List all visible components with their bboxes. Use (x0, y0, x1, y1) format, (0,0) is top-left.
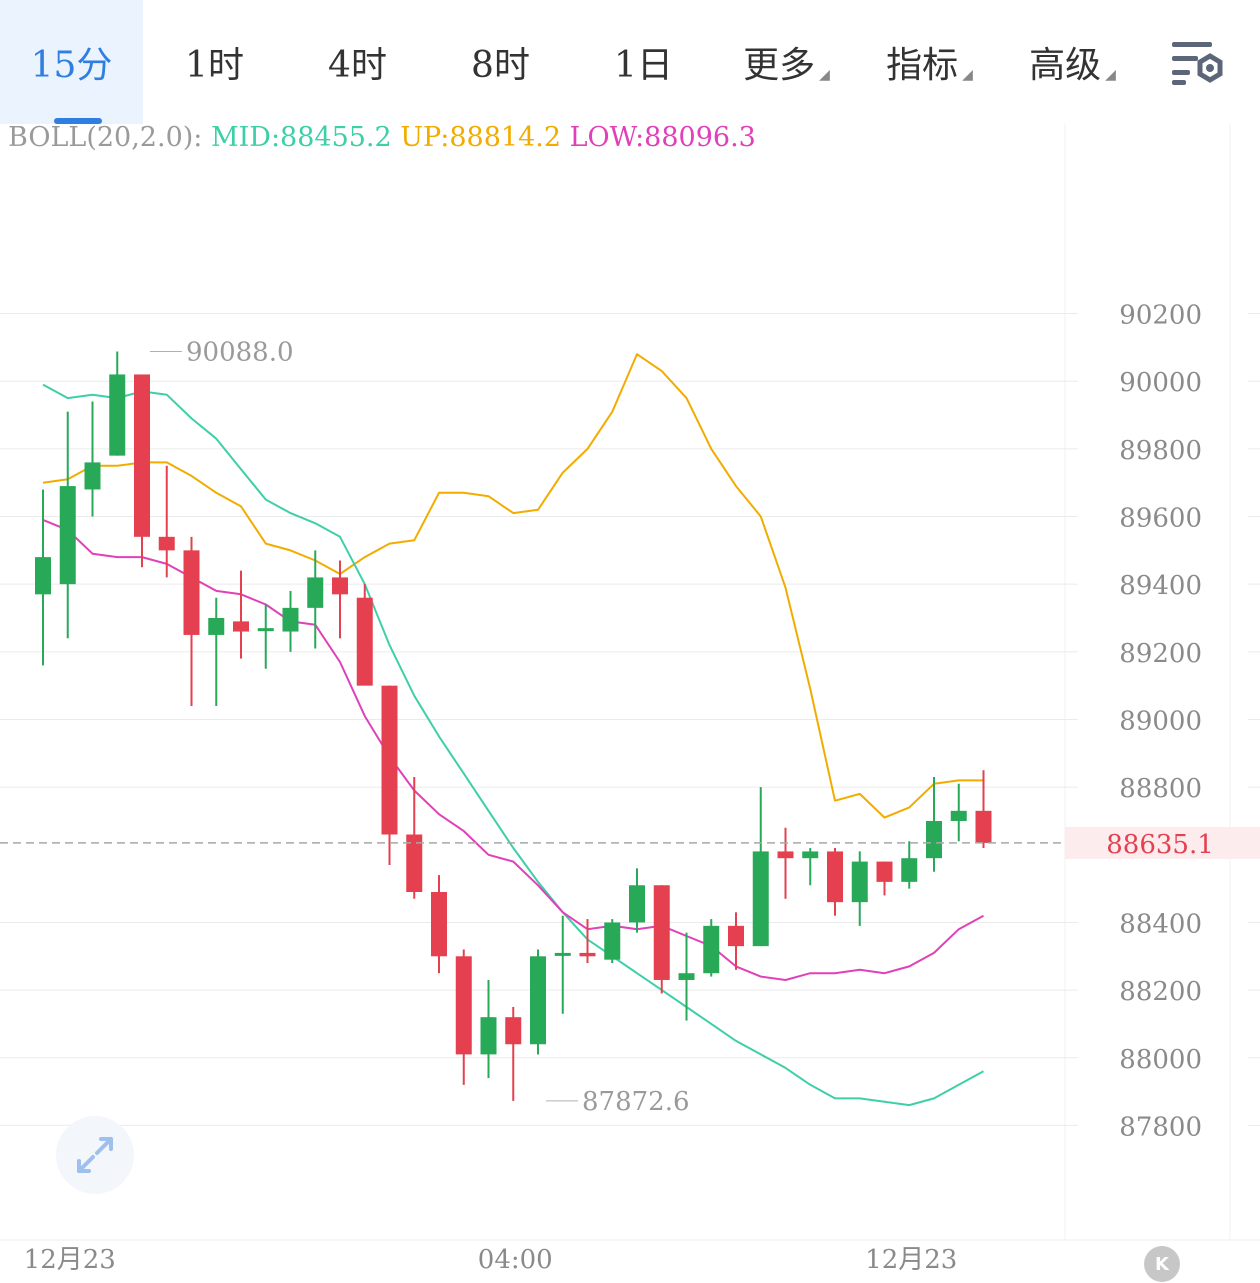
tab-4[interactable]: 8时 (429, 0, 572, 124)
expand-chart-button[interactable] (56, 1116, 134, 1194)
candle-body-bull (950, 810, 967, 821)
y-tick-label: 87800 (1119, 1112, 1202, 1142)
y-tick-label: 88200 (1119, 977, 1202, 1007)
candle-body-bear (876, 861, 893, 882)
candle-body-bear (356, 597, 373, 686)
tab-label: 8时 (471, 45, 530, 86)
candle-body-bull (35, 557, 51, 595)
tab-3[interactable]: 4时 (286, 0, 429, 124)
y-tick-label: 90200 (1119, 301, 1202, 331)
candle-body-bear (728, 925, 744, 947)
candle-body-bear (777, 851, 794, 859)
current-price-label: 88635.1 (1106, 830, 1214, 860)
min-price-label: 87872.6 (582, 1087, 690, 1117)
candle-body-bull (851, 861, 868, 903)
settings-sliders-icon (1172, 42, 1223, 85)
k-icon[interactable]: K (1144, 1246, 1180, 1282)
tab-label: 指标 (886, 45, 959, 86)
candle-body-bear (233, 621, 249, 632)
tab-1[interactable]: 15分 (0, 0, 143, 124)
tab-6[interactable]: 更多 ◢ (715, 0, 858, 124)
candle-body-bull (604, 922, 621, 960)
tab-label: 高级 (1029, 45, 1102, 86)
y-tick-label: 89000 (1119, 706, 1202, 736)
boll-mid-line (42, 383, 984, 1107)
tab-2[interactable]: 1时 (143, 0, 286, 124)
tab-label: 1时 (185, 45, 244, 86)
candle-body-bull (307, 577, 324, 608)
y-tick-label: 90000 (1119, 368, 1202, 398)
candle-body-bull (554, 952, 571, 956)
candle-body-bear (134, 374, 150, 537)
boll-indicator-legend: BOLL(20,2.0): MID:88455.2 UP:88814.2 LOW… (8, 122, 756, 153)
y-tick-label: 89200 (1119, 639, 1202, 669)
tab-5[interactable]: 1日 (572, 0, 715, 124)
candle-body-bear (975, 810, 992, 843)
candle-body-bull (926, 820, 942, 859)
candle-body-bull (752, 851, 769, 947)
candle-body-bull (59, 486, 76, 585)
tab-label: 1日 (614, 45, 673, 86)
dropdown-triangle-icon: ◢ (819, 67, 830, 83)
candle-body-bear (579, 952, 596, 957)
candle-body-bear (827, 851, 843, 903)
expand-arrows-icon (77, 1137, 113, 1173)
x-tick-label: 12月23 (865, 1245, 957, 1275)
tab-label: 更多 (743, 45, 816, 86)
candle-body-bull (802, 851, 819, 859)
dropdown-triangle-icon: ◢ (962, 67, 973, 83)
candle-body-bull (703, 925, 720, 974)
boll-low-line (42, 518, 984, 981)
candle-body-bear (431, 892, 447, 957)
candle-body-bull (530, 956, 546, 1045)
y-tick-label: 88400 (1119, 909, 1202, 939)
candle-body-bull (84, 462, 101, 490)
boll-mid-value: MID:88455.2 (210, 122, 392, 153)
candle-body-bear (505, 1017, 522, 1045)
tab-7[interactable]: 指标 ◢ (858, 0, 1001, 124)
dropdown-triangle-icon: ◢ (1105, 67, 1116, 83)
max-price-label: 90088.0 (186, 337, 294, 367)
active-tab-indicator (54, 118, 102, 124)
y-tick-label: 89400 (1119, 571, 1202, 601)
x-tick-label: 12月23 (24, 1245, 116, 1275)
candle-body-bull (678, 973, 695, 980)
candle-body-bull (282, 607, 299, 632)
tab-label: 15分 (30, 45, 113, 86)
candle-body-bull (257, 628, 274, 632)
boll-up-value: UP:88814.2 (400, 122, 562, 153)
timeframe-tab-bar: 15分 1时 4时 8时 1日 更多 ◢ 指标 ◢ 高级 ◢ (0, 0, 1260, 124)
candle-body-bear (332, 577, 348, 595)
candle-body-bull (208, 618, 225, 635)
current-price-tag (1065, 826, 1260, 859)
candle-body-bull (109, 374, 126, 456)
candle-body-bear (406, 834, 423, 893)
candle-body-bear (158, 536, 175, 551)
candle-body-bear (455, 956, 472, 1055)
candle-body-bear (381, 685, 398, 835)
x-tick-label: 04:00 (478, 1245, 553, 1275)
y-tick-label: 89600 (1119, 504, 1202, 534)
candle-body-bear (653, 885, 670, 980)
y-tick-label: 88800 (1119, 774, 1202, 804)
candle-body-bull (901, 858, 918, 882)
boll-low-value: LOW:88096.3 (569, 122, 756, 153)
candle-body-bull (629, 885, 645, 923)
tab-label: 4时 (328, 45, 387, 86)
y-tick-label: 89800 (1119, 436, 1202, 466)
candle-body-bear (183, 550, 200, 635)
candlestick-chart[interactable]: 90200 90000 89800 89600 89400 89200 89000 88800… (0, 124, 1260, 1283)
boll-up-line (42, 353, 984, 819)
chart-settings-button[interactable] (1160, 30, 1230, 100)
candle-body-bull (480, 1017, 497, 1055)
tab-8[interactable]: 高级 ◢ (1001, 0, 1144, 124)
y-tick-label: 88000 (1119, 1045, 1202, 1075)
boll-label: BOLL(20,2.0): (8, 122, 203, 153)
